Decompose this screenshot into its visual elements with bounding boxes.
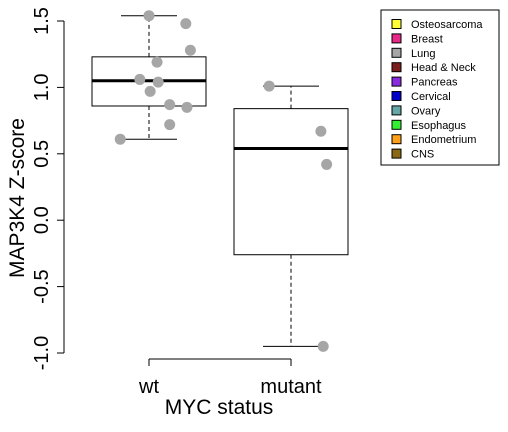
- legend-label: Lung: [411, 48, 435, 60]
- y-tick-label: -0.5: [31, 269, 53, 303]
- y-tick-label: 0.0: [31, 206, 53, 234]
- data-point: [152, 76, 164, 88]
- legend-swatch: [391, 105, 402, 116]
- legend-entry: Pancreas: [391, 76, 458, 89]
- legend: Osteosarcoma Breast Lung Head & Neck Pancrea…: [380, 9, 500, 166]
- y-tick-label: 1.0: [31, 73, 53, 101]
- y-axis: -1.0 -0.5 0.0 0.5 1.0 1.5: [31, 7, 65, 370]
- legend-label: Endometrium: [411, 134, 476, 146]
- data-point: [151, 56, 163, 68]
- x-axis-title: MYC status: [165, 396, 274, 419]
- data-point: [315, 125, 327, 137]
- data-point: [134, 73, 146, 85]
- legend-entry: Cervical: [391, 91, 451, 103]
- legend-swatch: [391, 33, 402, 44]
- legend-swatch: [391, 119, 402, 130]
- legend-entry: Lung: [391, 47, 435, 60]
- legend-swatch: [391, 19, 402, 29]
- legend-label: CNS: [411, 149, 434, 161]
- x-tick-label: wt: [138, 376, 159, 398]
- box-wt: [91, 15, 207, 140]
- legend-label: Head & Neck: [411, 62, 476, 74]
- legend-swatch: [391, 134, 402, 145]
- legend-label: Pancreas: [411, 77, 458, 89]
- y-axis-title: MAP3K4 Z-score: [6, 118, 29, 278]
- box-group: [91, 15, 349, 347]
- data-point: [114, 133, 126, 145]
- legend-label: Breast: [411, 33, 443, 45]
- legend-entry: Endometrium: [391, 134, 476, 146]
- legend-entry: Head & Neck: [391, 62, 476, 74]
- data-point: [263, 80, 275, 92]
- legend-entry: Esophagus: [391, 119, 467, 132]
- data-point: [144, 85, 156, 97]
- legend-swatch: [391, 91, 402, 101]
- legend-swatch: [391, 148, 402, 159]
- data-point: [321, 158, 333, 170]
- legend-label: Osteosarcoma: [411, 19, 483, 31]
- legend-entry: Ovary: [391, 105, 441, 117]
- legend-swatch: [391, 62, 402, 73]
- y-tick-label: 1.5: [31, 7, 53, 35]
- data-point: [184, 44, 196, 56]
- iqr-box: [233, 108, 349, 256]
- data-points: [114, 10, 333, 352]
- data-point: [180, 18, 192, 30]
- y-tick-label: -1.0: [31, 336, 53, 370]
- data-point: [317, 340, 329, 352]
- box-mutant: [233, 85, 349, 347]
- legend-swatch: [391, 47, 402, 58]
- y-tick-label: 0.5: [31, 140, 53, 168]
- x-axis: wt mutant: [138, 358, 322, 398]
- data-point: [143, 10, 155, 22]
- x-tick-label: mutant: [260, 376, 322, 398]
- data-point: [164, 99, 176, 111]
- legend-label: Esophagus: [411, 120, 467, 132]
- legend-label: Ovary: [411, 105, 441, 117]
- legend-label: Cervical: [411, 91, 451, 103]
- data-point: [164, 119, 176, 131]
- legend-entry: Osteosarcoma: [391, 19, 483, 31]
- legend-swatch: [391, 76, 402, 87]
- data-point: [181, 101, 193, 113]
- legend-entry: Breast: [391, 33, 443, 45]
- legend-entry: CNS: [391, 148, 434, 161]
